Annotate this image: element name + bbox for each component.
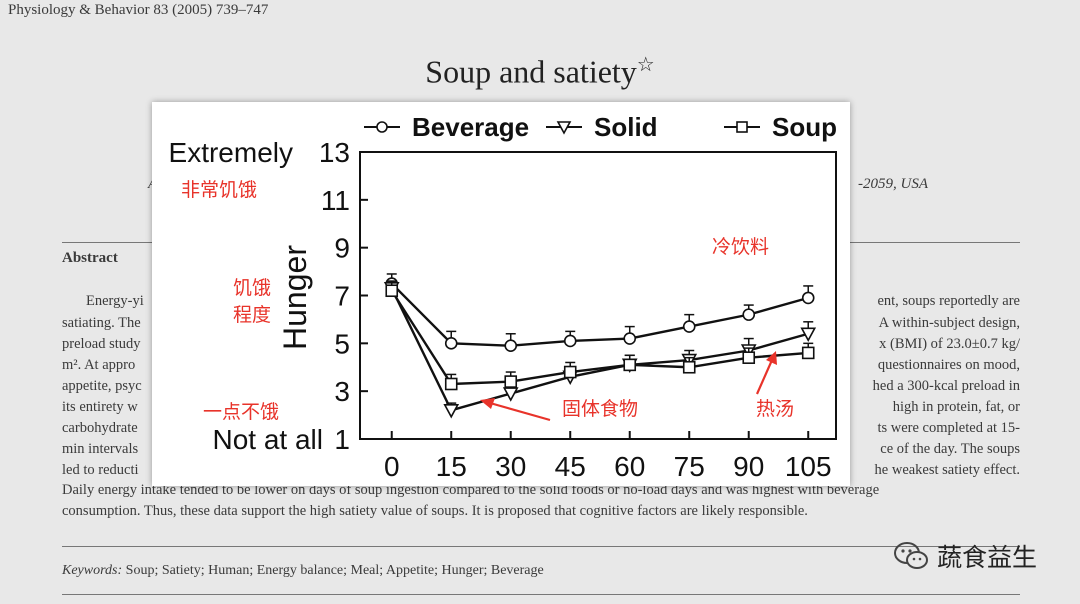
y-tick-label: 3: [334, 376, 350, 407]
legend-label-soup: Soup: [772, 112, 837, 142]
keywords: Keywords: Soup; Satiety; Human; Energy b…: [62, 563, 544, 579]
y-tick-label: 11: [321, 185, 350, 216]
abstract-line-fragment: he weakest satiety effect.: [874, 462, 1020, 478]
data-point-solid: [443, 403, 460, 419]
annotation-extremely-hungry: 非常饥饿: [181, 179, 257, 201]
x-tick-label: 15: [436, 451, 467, 482]
data-point-soup: [444, 377, 458, 391]
keywords-label: Keywords:: [62, 563, 123, 578]
data-point-solid: [800, 327, 817, 342]
series-line-beverage: [390, 282, 809, 347]
abstract-line-fragment: high in protein, fat, or: [892, 399, 1020, 415]
abstract-line-fragment: ts were completed at 15-: [877, 420, 1020, 436]
abstract-line-fragment: ent, soups reportedly are: [877, 293, 1020, 309]
annotation-arrowhead-hot-soup: [766, 351, 777, 365]
data-point-beverage: [444, 337, 458, 350]
annotation-cold-drink: 冷饮料: [712, 236, 769, 258]
keywords-list: Soup; Satiety; Human; Energy balance; Me…: [125, 563, 544, 578]
x-tick-label: 60: [614, 451, 645, 482]
annotation-hunger-degree-1: 饥饿: [233, 277, 271, 299]
y-tick-label: 1: [334, 424, 350, 455]
annotation-solid-food: 固体食物: [562, 398, 638, 420]
abstract-line-fragment: satiating. The: [62, 315, 141, 331]
data-point-soup: [742, 351, 756, 364]
series-line-solid: [390, 287, 809, 412]
annotation-not-hungry: 一点不饿: [203, 401, 279, 423]
wechat-watermark: 蔬食益生: [893, 540, 1037, 572]
x-tick-label: 75: [674, 451, 705, 482]
abstract-line: consumption. Thus, these data support th…: [62, 503, 808, 519]
y-tick-label: 13: [319, 137, 350, 168]
x-tick-label: 30: [495, 451, 526, 482]
abstract-line-fragment: its entirety w: [62, 399, 138, 415]
divider: [62, 594, 1020, 595]
abstract-line-fragment: x (BMI) of 23.0±0.7 kg/: [879, 336, 1020, 352]
article-title: Soup and satiety☆: [0, 52, 1080, 91]
abstract-line-fragment: preload study: [62, 336, 141, 352]
abstract-line-fragment: questionnaires on mood,: [877, 357, 1020, 373]
y-axis-label: Hunger: [277, 245, 313, 350]
legend-marker-beverage: [376, 121, 388, 133]
abstract-line: Daily energy intake tended to be lower o…: [62, 482, 880, 498]
abstract-heading: Abstract: [62, 250, 118, 266]
x-tick-label: 90: [733, 451, 764, 482]
legend-marker-solid: [556, 121, 572, 135]
affiliation-fragment-right: -2059, USA: [858, 176, 928, 192]
abstract-line-fragment: Energy-yi: [86, 293, 144, 309]
y-tick-label: 9: [334, 233, 350, 264]
y-anchor-bottom-label: Not at all: [213, 424, 324, 455]
data-point-solid: [502, 387, 519, 402]
annotation-hot-soup: 热汤: [756, 398, 794, 420]
abstract-line-fragment: min intervals: [62, 441, 139, 457]
abstract-line-fragment: hed a 300-kcal preload in: [872, 378, 1020, 394]
data-point-beverage: [801, 291, 815, 305]
abstract-line-fragment: led to reducti: [62, 462, 139, 478]
annotation-arrow-solid-food: [489, 401, 551, 422]
series-line-soup: [390, 290, 809, 386]
data-point-beverage: [504, 339, 518, 353]
article-title-text: Soup and satiety: [425, 53, 637, 90]
data-point-beverage: [623, 332, 637, 345]
watermark-text: 蔬食益生: [937, 543, 1038, 572]
x-tick-label: 105: [785, 451, 832, 482]
annotation-arrowhead-solid-food: [480, 398, 495, 409]
data-point-soup: [385, 284, 399, 298]
journal-citation: Physiology & Behavior 83 (2005) 739–747: [8, 2, 269, 18]
data-point-soup: [682, 360, 696, 374]
annotation-hunger-degree-2: 程度: [233, 304, 271, 326]
legend-marker-soup: [736, 121, 748, 133]
y-tick-label: 5: [334, 328, 350, 359]
legend-label-solid: Solid: [594, 112, 658, 142]
data-point-beverage: [563, 334, 577, 348]
data-point-soup: [504, 375, 518, 388]
abstract-line-fragment: ce of the day. The soups: [880, 441, 1020, 457]
y-tick-label: 7: [334, 281, 350, 312]
plot-frame: [359, 151, 837, 440]
abstract-line-fragment: m². At appro: [62, 357, 136, 373]
data-point-beverage: [742, 308, 756, 321]
annotation-arrow-hot-soup: [755, 359, 774, 395]
hunger-chart-card: 1 3 5 7 9 11 13 Extremely Not at all Hunger 0 15 30 4…: [152, 102, 850, 486]
x-tick-label: 45: [555, 451, 586, 482]
data-point-soup: [801, 346, 815, 360]
data-point-soup: [563, 365, 577, 379]
divider: [62, 546, 1020, 547]
abstract-line-fragment: A within-subject design,: [878, 315, 1020, 331]
data-point-beverage: [682, 320, 696, 333]
legend-label-beverage: Beverage: [412, 112, 529, 142]
abstract-line-fragment: carbohydrate: [62, 420, 138, 436]
data-point-soup: [623, 358, 637, 372]
x-tick-label: 0: [384, 451, 400, 482]
y-anchor-top-label: Extremely: [169, 137, 293, 168]
title-star-mark: ☆: [636, 54, 655, 76]
wechat-icon: [894, 542, 928, 569]
abstract-line-fragment: appetite, psyc: [62, 378, 142, 394]
